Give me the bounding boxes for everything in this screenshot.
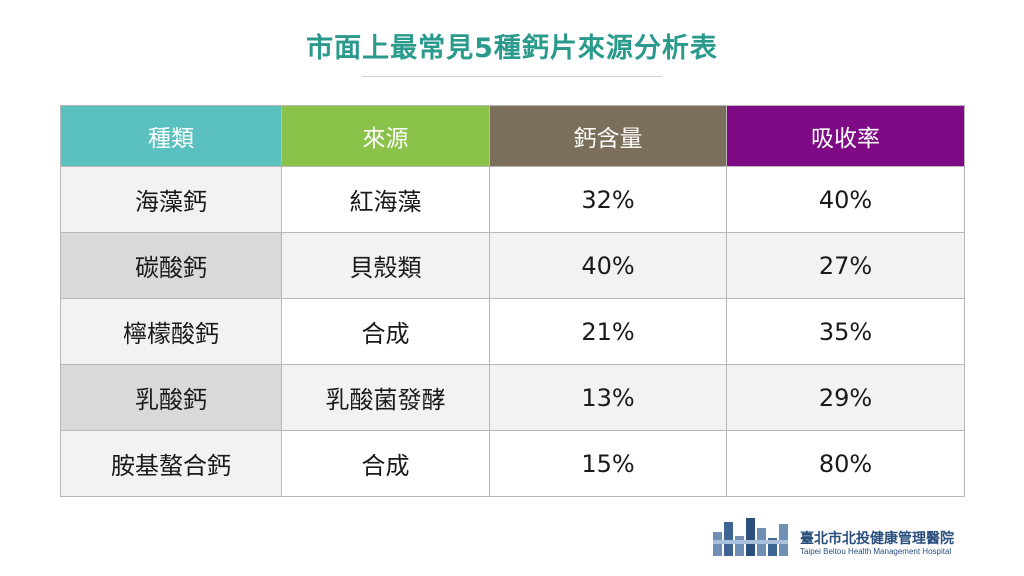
hospital-name: 臺北市北投健康管理醫院 <box>800 531 954 547</box>
cell-calcium-content: 21% <box>489 298 727 365</box>
table-row: 碳酸鈣 貝殼類 40% 27% <box>60 232 965 299</box>
hospital-logo: 臺北市北投健康管理醫院 Taipei Beitou Health Managem… <box>713 516 963 562</box>
cell-absorption-rate: 27% <box>726 232 965 299</box>
cell-source: 合成 <box>281 430 490 497</box>
table-row: 乳酸鈣 乳酸菌發酵 13% 29% <box>60 364 965 431</box>
cell-source: 乳酸菌發酵 <box>281 364 490 431</box>
cell-source: 合成 <box>281 298 490 365</box>
cell-absorption-rate: 40% <box>726 166 965 233</box>
cell-calcium-content: 15% <box>489 430 727 497</box>
cell-absorption-rate: 29% <box>726 364 965 431</box>
header-source: 來源 <box>281 105 490 167</box>
hospital-logo-icon <box>713 518 788 556</box>
header-absorption-rate: 吸收率 <box>726 105 965 167</box>
table-row: 檸檬酸鈣 合成 21% 35% <box>60 298 965 365</box>
header-calcium-content: 鈣含量 <box>489 105 727 167</box>
cell-type: 檸檬酸鈣 <box>60 298 282 365</box>
hospital-english-name: Taipei Beitou Health Management Hospital <box>800 547 952 556</box>
cell-calcium-content: 32% <box>489 166 727 233</box>
cell-absorption-rate: 80% <box>726 430 965 497</box>
cell-absorption-rate: 35% <box>726 298 965 365</box>
table-row: 海藻鈣 紅海藻 32% 40% <box>60 166 965 233</box>
cell-source: 貝殼類 <box>281 232 490 299</box>
cell-source: 紅海藻 <box>281 166 490 233</box>
cell-type: 乳酸鈣 <box>60 364 282 431</box>
header-type: 種類 <box>60 105 282 167</box>
cell-calcium-content: 13% <box>489 364 727 431</box>
cell-type: 海藻鈣 <box>60 166 282 233</box>
cell-type: 碳酸鈣 <box>60 232 282 299</box>
table-row: 胺基螯合鈣 合成 15% 80% <box>60 430 965 497</box>
page-title: 市面上最常見5種鈣片來源分析表 <box>306 33 718 64</box>
cell-calcium-content: 40% <box>489 232 727 299</box>
table-header-row: 種類 來源 鈣含量 吸收率 <box>60 105 965 167</box>
title-divider <box>362 76 662 77</box>
calcium-source-table: 種類 來源 鈣含量 吸收率 海藻鈣 紅海藻 32% 40% 碳酸鈣 貝殼類 40… <box>60 105 965 497</box>
cell-type: 胺基螯合鈣 <box>60 430 282 497</box>
